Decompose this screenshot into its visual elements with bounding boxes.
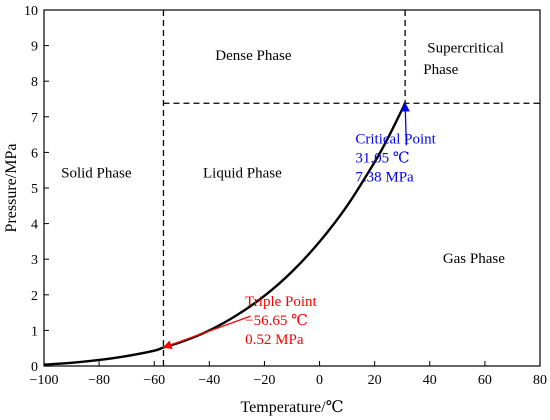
x-tick-label: 80 [533, 373, 547, 388]
critical-point-label-line: Critical Point [355, 132, 436, 148]
triple-point-arrow [162, 315, 251, 350]
region-label: Supercritical [427, 41, 504, 57]
x-axis-title: Temperature/℃ [241, 399, 344, 416]
x-tick-label: 60 [478, 373, 492, 388]
y-tick-label: 0 [31, 360, 38, 375]
x-tick-label: −20 [253, 373, 275, 388]
sublimation-vaporization-curve-layer [43, 102, 407, 366]
critical-point-label-line: 7.38 MPa [355, 170, 414, 186]
y-axis-title: Pressure/MPa [3, 144, 20, 233]
x-tick-label: 40 [423, 373, 437, 388]
region-label: Liquid Phase [203, 165, 282, 181]
annotations-layer: Triple Point −56.65 ℃ 0.52 MPa Critical Poi… [162, 102, 437, 350]
y-tick-label: 5 [31, 182, 38, 197]
y-tick-label: 1 [31, 324, 38, 339]
y-tick-label: 3 [31, 253, 38, 268]
axes-layer: −100 −80 −60 −40 −20 0 20 40 60 80 0 1 2 3 4 5 6 7 8 9 10 [24, 4, 547, 388]
y-tick-label: 7 [31, 111, 38, 126]
x-tick-label: −80 [88, 373, 110, 388]
region-label: Dense Phase [215, 48, 292, 64]
x-tick-label: 20 [368, 373, 382, 388]
x-tick-label: −40 [198, 373, 220, 388]
region-label: Gas Phase [443, 251, 505, 267]
y-tick-label: 4 [31, 218, 38, 233]
y-tick-label: 10 [24, 4, 38, 19]
triple-point-label-line: 0.52 MPa [245, 332, 304, 348]
x-tick-label: 0 [316, 373, 323, 388]
region-label: Phase [423, 62, 458, 78]
y-tick-label: 2 [31, 289, 38, 304]
y-tick-label: 9 [31, 40, 38, 55]
region-labels-layer: Solid Phase Liquid Phase Dense Phase Superc… [61, 41, 505, 267]
reference-lines [162, 10, 540, 366]
region-label: Solid Phase [61, 165, 132, 181]
y-tick-label: 6 [31, 146, 38, 161]
phase-boundary-curve-0 [43, 102, 407, 366]
x-tick-label: −60 [143, 373, 165, 388]
x-tick-label: −100 [30, 373, 59, 388]
y-tick-label: 8 [31, 75, 38, 90]
critical-point-label-line: 31.05 ℃ [355, 151, 409, 167]
triple-point-label-line: Triple Point [245, 294, 317, 310]
critical-point-arrow [400, 102, 410, 146]
triple-point-label-line: −56.65 ℃ [245, 313, 308, 329]
